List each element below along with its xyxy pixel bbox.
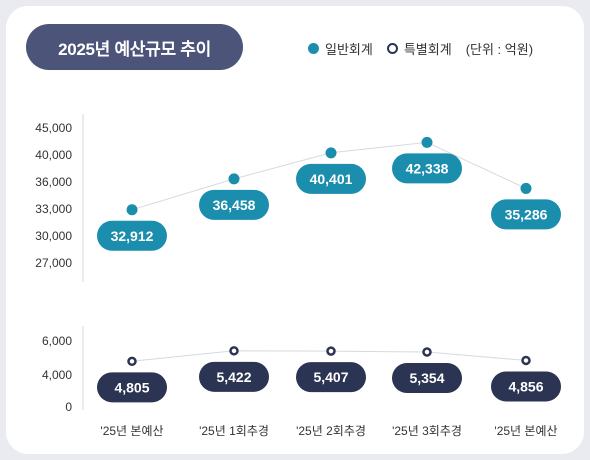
data-point-special [521, 355, 531, 366]
legend-marker-special [386, 42, 398, 54]
legend-item-special: 특별회계 [386, 39, 452, 58]
y-tick-label: 40,000 [35, 148, 72, 162]
y-tick-label: 45,000 [35, 121, 72, 135]
x-tick-label: '25년 2회추경 [296, 424, 366, 438]
unit-label: (단위 : 억원) [465, 41, 534, 57]
data-label-special: 4,805 [114, 379, 149, 395]
data-label-special: 5,422 [216, 369, 251, 385]
legend-label-special: 특별회계 [403, 41, 452, 57]
y-tick-label: 0 [65, 400, 72, 414]
data-point-special [127, 356, 137, 367]
data-point-general [228, 173, 240, 185]
data-label-general: 42,338 [406, 160, 449, 176]
data-label-pill-special [97, 372, 167, 403]
data-label-general: 35,286 [505, 206, 548, 222]
data-label-special: 5,354 [409, 370, 444, 386]
data-label-special: 4,856 [508, 378, 543, 394]
y-tick-label: 33,000 [35, 202, 72, 216]
legend-label-general: 일반회계 [325, 41, 373, 57]
x-tick-label: '25년 3회추경 [392, 424, 462, 438]
legend-item-general: 일반회계 [308, 39, 373, 58]
data-label-general: 36,458 [213, 197, 256, 213]
data-point-general [421, 136, 433, 148]
y-tick-label: 30,000 [35, 229, 72, 243]
data-point-general [520, 182, 532, 194]
data-label-pill-special [199, 361, 269, 392]
data-label-pill-general [491, 199, 561, 230]
y-tick-label: 36,000 [35, 175, 72, 189]
data-label-general: 32,912 [111, 228, 154, 244]
data-label-special: 5,407 [313, 369, 348, 385]
y-tick-label: 6,000 [42, 334, 72, 348]
data-label-general: 40,401 [310, 171, 353, 187]
data-point-special [229, 346, 239, 356]
x-tick-label: '25년 본예산 [100, 424, 163, 438]
data-label-pill-general [97, 220, 167, 251]
data-point-general [126, 204, 138, 216]
data-label-pill-special [491, 371, 561, 402]
chart-title: 2025년 예산규모 추이 [26, 24, 243, 70]
data-label-pill-general [199, 189, 269, 220]
data-label-pill-general [296, 163, 366, 194]
data-point-special [422, 347, 432, 357]
x-tick-label: '25년 1회추경 [199, 424, 269, 438]
y-tick-label: 4,000 [42, 368, 72, 382]
data-label-pill-special [392, 362, 462, 393]
x-tick-label: '25년 본예산 [494, 424, 557, 438]
legend: 일반회계 특별회계 (단위 : 억원) [308, 38, 533, 58]
data-point-general [325, 147, 337, 159]
data-point-special [326, 346, 336, 356]
data-label-pill-general [392, 153, 462, 184]
y-tick-label: 27,000 [35, 256, 72, 270]
data-label-pill-special [296, 362, 366, 393]
legend-marker-general [308, 42, 319, 54]
